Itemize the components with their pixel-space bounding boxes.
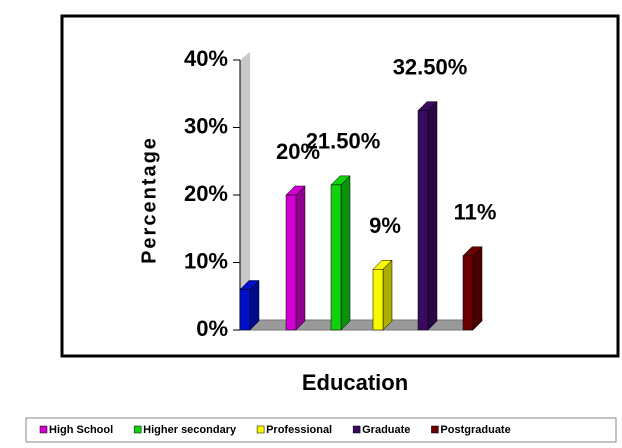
bar [239,289,251,331]
bar [330,184,342,331]
legend-swatch [133,425,142,434]
y-tick-label: 10% [184,248,228,273]
bar-side [295,185,306,331]
legend-label: Postgraduate [440,424,510,436]
bar [372,269,384,331]
data-label: 20% [276,139,320,164]
legend-swatch [352,425,361,434]
legend-label: Professional [266,424,332,436]
bar [285,194,297,331]
legend-label: Graduate [362,424,410,436]
legend-box [25,417,617,443]
legend-label: Higher secondary [143,424,237,436]
y-tick-label: 20% [184,181,228,206]
bar-side [382,259,393,331]
bar-side [427,101,438,331]
legend-swatch [39,425,48,434]
data-label: 32.50% [393,54,468,79]
bar [417,110,429,331]
data-label: 21.50% [306,129,381,154]
legend-swatch [256,425,265,434]
data-label: 9% [369,213,401,238]
y-tick-label: 40% [184,46,228,71]
floor [238,319,484,331]
legend-swatch [431,425,439,434]
legend-label: High School [49,424,113,436]
bar [462,255,474,331]
y-tick-label: 30% [184,113,228,138]
bar-side [340,175,351,331]
bar-side [472,246,483,331]
y-axis-label: Percentage [138,136,160,264]
x-axis-label: Education [302,370,408,395]
back-wall [240,52,250,330]
y-tick-label: 0% [196,316,228,341]
data-label: 11% [454,200,497,225]
